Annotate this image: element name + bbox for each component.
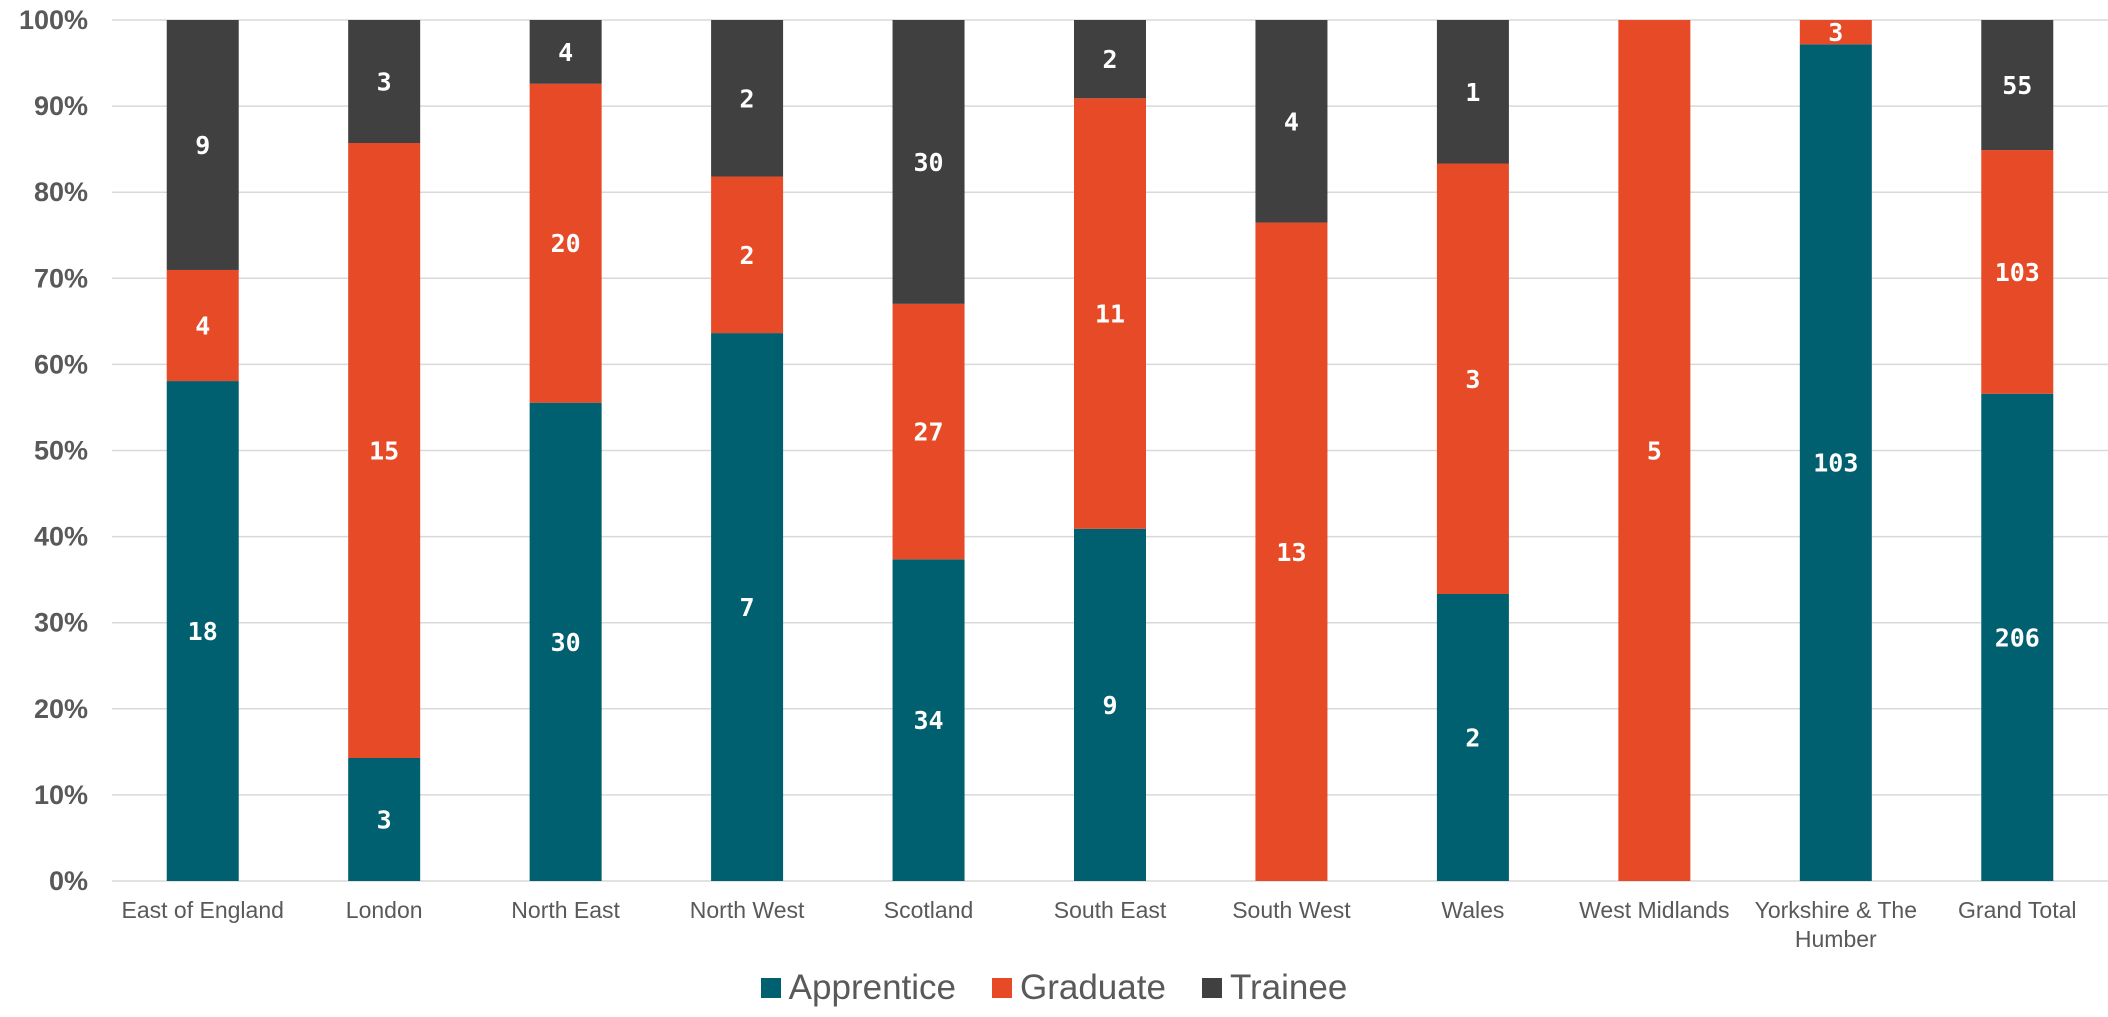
bar-apprentice — [892, 559, 965, 881]
data-label-graduate: 15 — [369, 437, 399, 466]
data-label-apprentice: 206 — [1995, 623, 2040, 652]
data-label-graduate: 11 — [1095, 300, 1125, 329]
y-tick-label: 20% — [34, 694, 88, 724]
y-tick-label: 0% — [49, 866, 88, 896]
bar-graduate — [1255, 222, 1328, 881]
bar-apprentice — [348, 758, 421, 881]
bar-graduate — [1436, 163, 1509, 594]
data-label-apprentice: 18 — [188, 617, 218, 646]
bar-graduate — [1074, 98, 1146, 529]
data-label-graduate: 5 — [1647, 437, 1662, 466]
legend-item-graduate: Graduate — [992, 970, 1166, 1005]
bar-trainee — [1074, 20, 1146, 99]
legend-label-trainee: Trainee — [1229, 968, 1348, 1007]
data-label-apprentice: 30 — [551, 628, 581, 657]
y-tick-label: 80% — [34, 177, 88, 207]
x-tick-label: Grand Total — [1958, 897, 2076, 923]
y-tick-label: 90% — [34, 91, 88, 121]
y-tick-label: 10% — [34, 780, 88, 810]
data-label-apprentice: 103 — [1813, 449, 1858, 478]
x-tick-label: London — [346, 897, 423, 923]
bar-trainee — [529, 20, 602, 84]
data-label-apprentice: 3 — [377, 806, 392, 835]
bar-graduate — [1981, 150, 2054, 394]
legend-item-trainee: Trainee — [1201, 968, 1348, 1007]
data-label-trainee: 2 — [740, 84, 755, 113]
data-label-graduate: 103 — [1995, 258, 2040, 287]
data-label-apprentice: 34 — [913, 706, 943, 735]
x-tick-label: West Midlands — [1579, 897, 1729, 923]
legend-item-apprentice: Apprentice — [760, 968, 956, 1007]
bar-apprentice — [166, 381, 239, 881]
x-tick-label: North West — [690, 897, 805, 923]
legend: Apprentice Graduate Trainee — [0, 970, 2108, 1005]
data-label-apprentice: 2 — [1465, 724, 1480, 753]
legend-swatch-trainee — [1201, 977, 1222, 998]
bar-apprentice — [1436, 594, 1509, 881]
x-tick-label: Scotland — [884, 897, 974, 923]
data-label-graduate: 20 — [551, 229, 581, 258]
bar-graduate — [711, 176, 784, 334]
y-tick-label: 40% — [34, 522, 88, 552]
data-label-graduate: 13 — [1276, 538, 1306, 567]
y-tick-label: 70% — [34, 263, 88, 293]
y-tick-label: 50% — [34, 436, 88, 466]
data-label-apprentice: 9 — [1102, 691, 1117, 720]
legend-swatch-graduate — [992, 977, 1012, 998]
bar-graduate — [529, 83, 602, 403]
data-label-graduate: 4 — [195, 312, 210, 341]
data-label-trainee: 9 — [195, 131, 210, 160]
stacked-bar-chart: 0% 10% 20% 30% 40% 50% 60% 70% 80% 90% 100% 18 4 9 Eas… — [19, 5, 2108, 952]
x-tick-label: Yorkshire & The Humber — [1755, 897, 1917, 952]
bar-apprentice — [529, 402, 602, 881]
y-tick-label: 60% — [34, 349, 88, 379]
bar-apprentice — [1074, 528, 1146, 881]
data-label-graduate: 3 — [1465, 365, 1480, 394]
data-label-trainee: 30 — [913, 148, 943, 177]
data-label-graduate: 27 — [913, 418, 943, 447]
bar-graduate — [348, 143, 421, 758]
bar-graduate — [1799, 20, 1872, 45]
x-tick-label: North East — [511, 897, 620, 923]
bar-trainee — [1436, 20, 1509, 164]
x-tick-label: Wales — [1441, 897, 1504, 923]
legend-label-apprentice: Apprentice — [788, 968, 956, 1007]
bar-trainee — [1255, 20, 1328, 223]
legend-swatch-apprentice — [760, 977, 781, 998]
bar-graduate — [892, 303, 965, 560]
data-label-trainee: 55 — [2002, 71, 2032, 100]
bar-trainee — [711, 20, 784, 177]
bar-apprentice — [1981, 393, 2054, 881]
bar-trainee — [1981, 20, 2054, 151]
bar-trainee — [348, 20, 421, 143]
bar-apprentice — [1799, 44, 1872, 882]
data-label-graduate: 2 — [740, 241, 755, 270]
y-tick-label: 30% — [34, 608, 88, 638]
data-label-trainee: 4 — [558, 38, 573, 67]
data-label-graduate: 3 — [1828, 18, 1843, 47]
legend-label-graduate: Graduate — [1020, 968, 1166, 1007]
data-label-trainee: 1 — [1465, 78, 1480, 107]
x-tick-label: East of England — [122, 897, 284, 923]
bar-graduate — [166, 269, 239, 382]
bar-trainee — [892, 20, 965, 304]
x-tick-label: South East — [1054, 897, 1167, 923]
bar-graduate — [1618, 20, 1691, 881]
bar-trainee — [166, 20, 239, 270]
x-tick-label: South West — [1232, 897, 1351, 923]
data-label-trainee: 2 — [1102, 45, 1117, 74]
data-label-trainee: 3 — [377, 68, 392, 97]
data-label-apprentice: 7 — [740, 593, 755, 622]
bar-apprentice — [711, 333, 784, 881]
data-label-trainee: 4 — [1284, 107, 1299, 136]
y-tick-label: 100% — [19, 5, 88, 35]
